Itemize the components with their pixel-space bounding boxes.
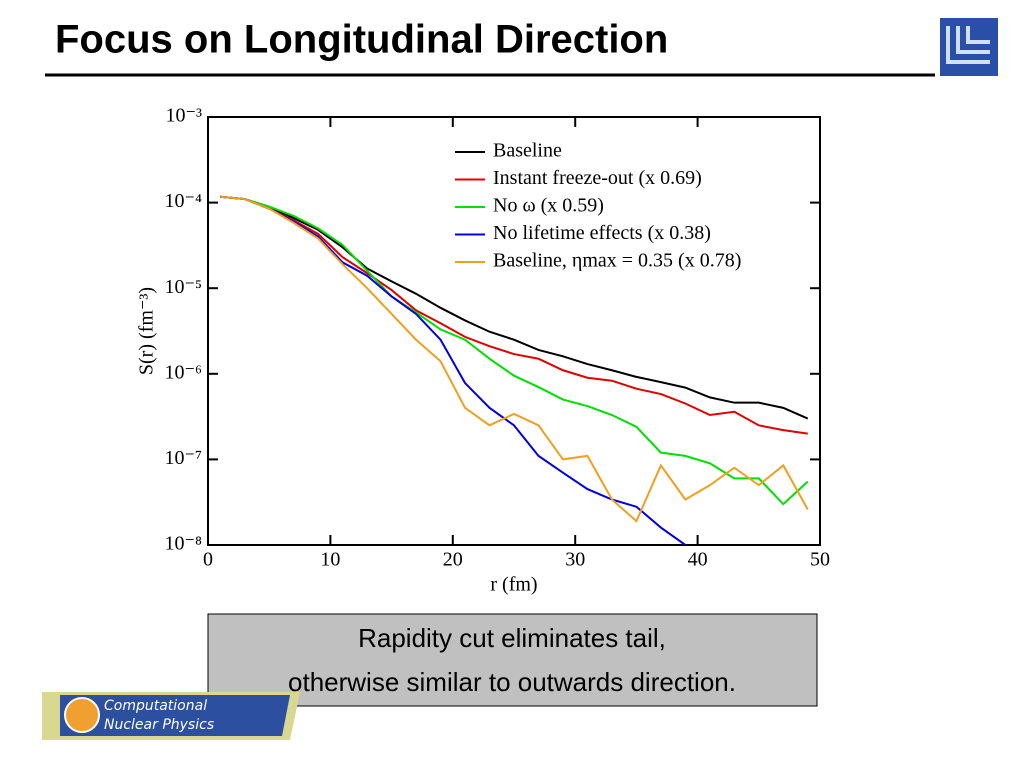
y-axis-label: S(r) (fm⁻³) xyxy=(136,287,158,375)
top-logo xyxy=(940,18,998,76)
series-line xyxy=(220,195,686,545)
x-tick-label: 40 xyxy=(688,549,708,571)
slide-title: Focus on Longitudinal Direction xyxy=(55,18,668,62)
plot-frame xyxy=(207,116,821,546)
caption-line: otherwise similar to outwards direction. xyxy=(288,667,736,697)
bottom-logo: Computational Nuclear Physics xyxy=(42,692,300,740)
legend-label: Baseline xyxy=(493,140,562,162)
series-line xyxy=(220,195,809,506)
caption-box xyxy=(207,613,818,707)
y-tick-label: 10⁻⁵ xyxy=(164,276,202,298)
x-tick-label: 0 xyxy=(203,549,213,571)
logo-text: Nuclear Physics xyxy=(104,717,214,733)
legend-label: No lifetime effects (x 0.38) xyxy=(493,222,711,244)
y-tick-label: 10⁻⁸ xyxy=(164,533,202,555)
x-tick-label: 50 xyxy=(810,549,830,571)
x-axis-label: r (fm) xyxy=(490,574,537,596)
y-tick-label: 10⁻⁶ xyxy=(164,361,202,383)
x-tick-label: 20 xyxy=(443,549,463,571)
x-tick-label: 10 xyxy=(320,549,340,571)
series-line xyxy=(220,195,809,523)
y-tick-label: 10⁻⁴ xyxy=(164,190,202,212)
x-tick-label: 30 xyxy=(565,549,585,571)
legend-label: No ω (x 0.59) xyxy=(493,195,604,217)
legend-label: Instant freeze-out (x 0.69) xyxy=(493,167,702,189)
series-line xyxy=(220,195,808,435)
y-tick-label: 10⁻⁷ xyxy=(164,447,202,469)
legend-label: Baseline, ηmax = 0.35 (x 0.78) xyxy=(493,250,741,272)
caption-line: Rapidity cut eliminates tail, xyxy=(358,623,666,653)
series-line xyxy=(220,195,809,420)
y-tick-label: 10⁻³ xyxy=(165,105,202,127)
logo-text: Computational xyxy=(104,698,207,714)
